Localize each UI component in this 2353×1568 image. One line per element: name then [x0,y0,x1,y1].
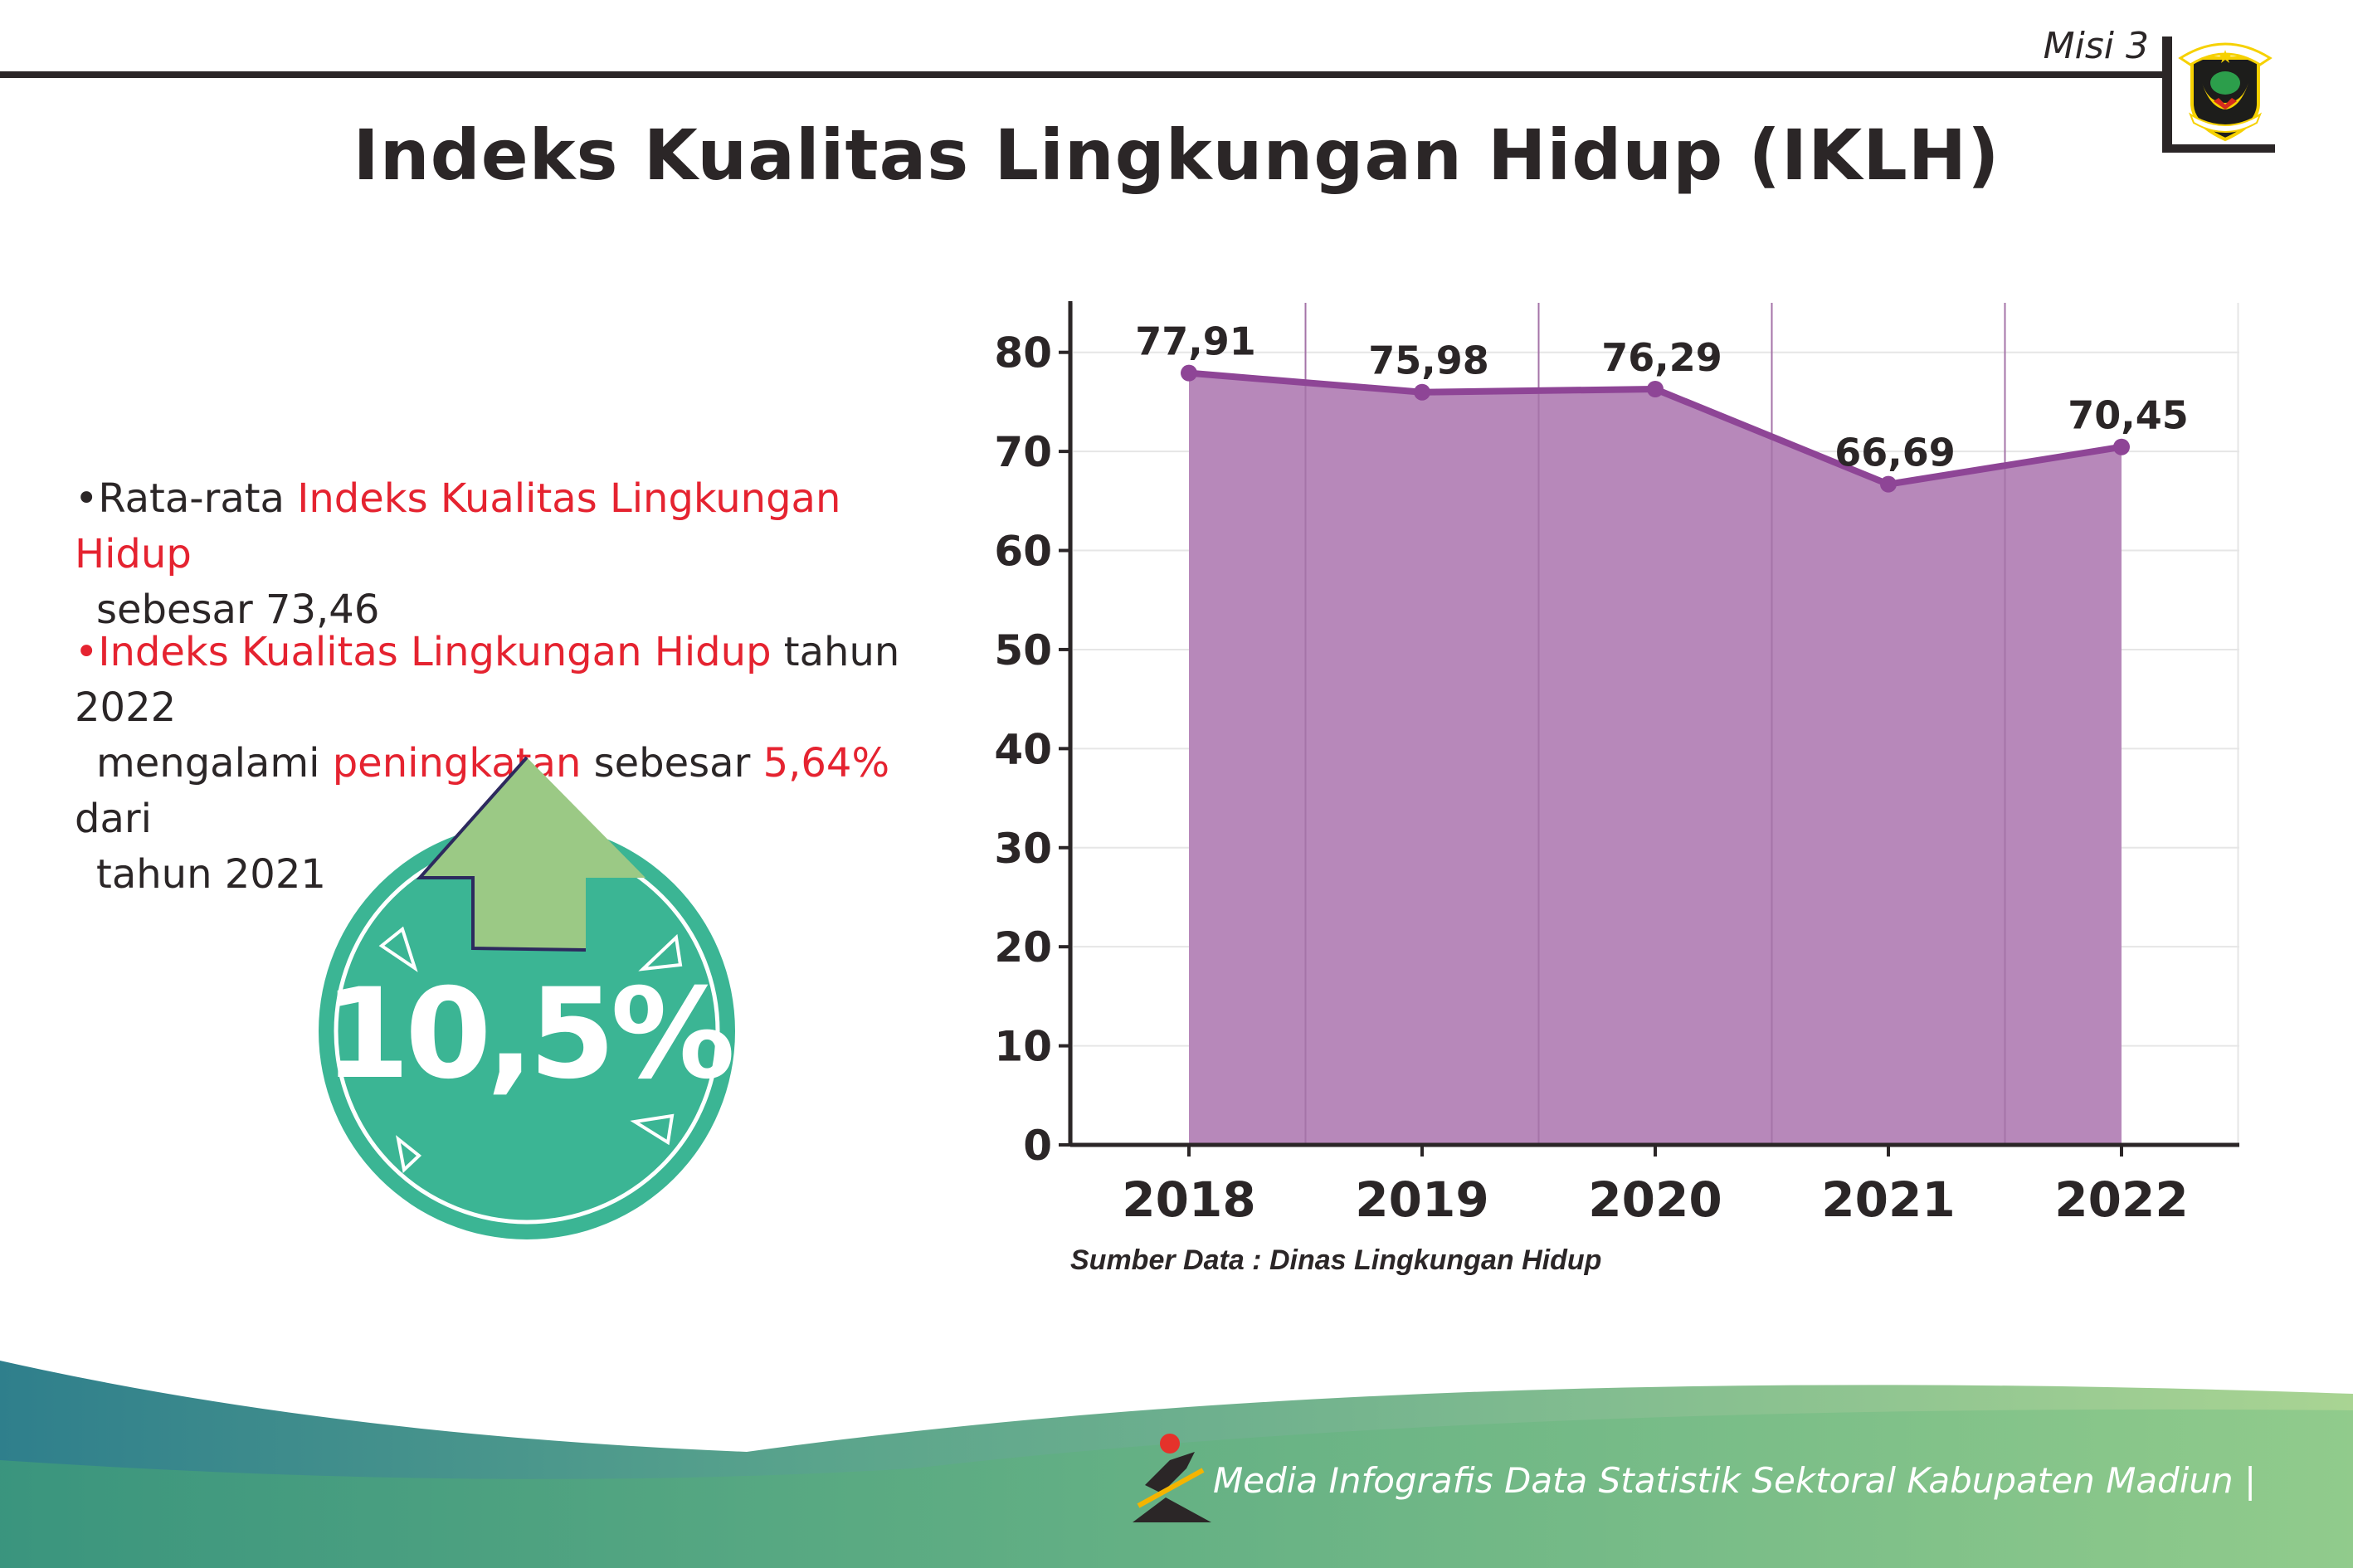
bullet-highlight: Indeks Kualitas Lingkungan Hidup [75,475,841,577]
footer-caption: Media Infografis Data Statistik Sektoral… [1213,1460,2257,1501]
bullet-text: sebesar [581,740,763,786]
y-tick-label: 50 [994,626,1052,674]
x-tick-label: 2019 [1355,1171,1488,1228]
data-point [1880,475,1897,493]
bullet-text: tahun 2022 [75,629,900,731]
summary-bullet-average: •Rata-rata Indeks Kualitas Lingkungan Hi… [75,471,921,638]
x-tick-label: 2018 [1122,1171,1255,1228]
y-tick-label: 10 [994,1023,1052,1071]
bullet-highlight: •Indeks Kualitas Lingkungan Hidup [75,629,772,675]
bullet-text: tahun 2021 [96,851,326,898]
logo-bracket-bottom [2162,144,2275,153]
data-point [1414,383,1430,401]
sparkle-triangles [378,926,683,1173]
bullet-text: •Rata-rata [75,475,298,522]
bullet-text: dari [75,796,152,842]
y-tick-label: 40 [994,725,1052,773]
up-arrow-icon [416,756,645,952]
logo-bracket [2162,37,2172,153]
summary-bullet-increase: •Indeks Kualitas Lingkungan Hidup tahun … [75,625,921,903]
data-label: 77,91 [1135,319,1256,364]
bullet-value: 5,64% [762,740,890,786]
runner-logo-icon [1133,1434,1211,1522]
data-label: 70,45 [2068,393,2189,438]
x-tick-label: 2021 [1821,1171,1955,1228]
data-label: 66,69 [1834,431,1956,475]
area-fill [1189,373,2122,1145]
y-tick-label: 0 [1023,1122,1052,1170]
section-label: Misi 3 [2043,25,2149,67]
increase-badge [319,756,735,1239]
data-source: Sumber Data : Dinas Lingkungan Hidup [1070,1244,1602,1276]
y-tick-label: 20 [994,923,1052,971]
y-tick-label: 60 [994,528,1052,576]
badge-value: 10,5% [323,962,735,1107]
data-point [1647,381,1664,398]
page-title: Indeks Kualitas Lingkungan Hidup (IKLH) [353,114,2000,196]
bullet-text: mengalami [96,740,333,786]
bullet-text: sebesar 73,46 [96,587,380,633]
footer-wave [0,1361,2353,1568]
x-tick-label: 2020 [1588,1171,1722,1228]
header-divider [0,71,2167,78]
kabupaten-madiun-logo [2178,42,2273,142]
data-label: 75,98 [1368,338,1489,383]
y-tick-label: 70 [994,428,1052,476]
data-label: 76,29 [1601,335,1722,380]
y-tick-label: 80 [994,329,1052,377]
iklh-area-chart: 0 10 20 30 40 50 60 70 80 77,91 75,98 76,29 66,69 70,… [994,301,2239,1228]
y-tick-label: 30 [994,825,1052,873]
data-point [1181,364,1197,382]
x-tick-label: 2022 [2054,1171,2188,1228]
data-point [2113,438,2130,455]
